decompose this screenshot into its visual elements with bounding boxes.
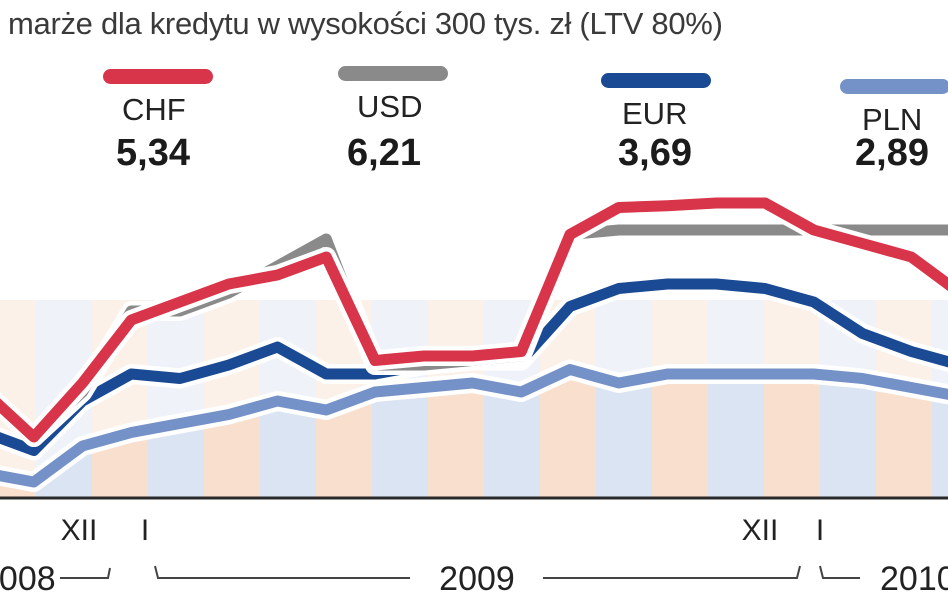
series-line-chf [0,197,948,443]
legend-pln-value: 2,89 [855,132,929,174]
legend-pln-name: PLN [862,102,923,137]
chart-subtitle: marże dla kredytu w wysokości 300 tys. z… [8,6,723,41]
series-lines [0,193,948,492]
tick-label-i-2009: I [141,514,149,547]
legend-usd-value: 6,21 [347,132,421,174]
period-label-2010: 2010 [880,560,948,593]
legend-eur-swatch [601,73,711,88]
period-labels: 2008 2009 2010 [0,560,948,593]
legend-chf-swatch [103,69,213,84]
tick-label-xii-2009: XII [742,514,779,547]
legend-pln-swatch [840,79,948,94]
legend-eur-value: 3,69 [618,132,692,174]
period-label-2009: 2009 [439,560,515,593]
bracket-2009-left [154,565,410,579]
bracket-2008 [60,567,111,579]
x-axis-ticks: XII I XII I [61,514,825,547]
legend-usd-swatch [338,66,448,81]
tick-label-xii-2008: XII [61,514,98,547]
period-label-2008: 2008 [0,560,56,593]
legend-chf-value: 5,34 [116,132,190,174]
legend-eur-name: EUR [622,96,688,131]
series-line-pln [0,364,948,488]
tick-label-i-2010: I [816,514,824,547]
bracket-2009-right [543,565,801,579]
legend-chf-name: CHF [122,92,186,127]
legend-usd-name: USD [357,89,423,124]
period-brackets [60,565,860,579]
bracket-2010 [819,565,860,579]
